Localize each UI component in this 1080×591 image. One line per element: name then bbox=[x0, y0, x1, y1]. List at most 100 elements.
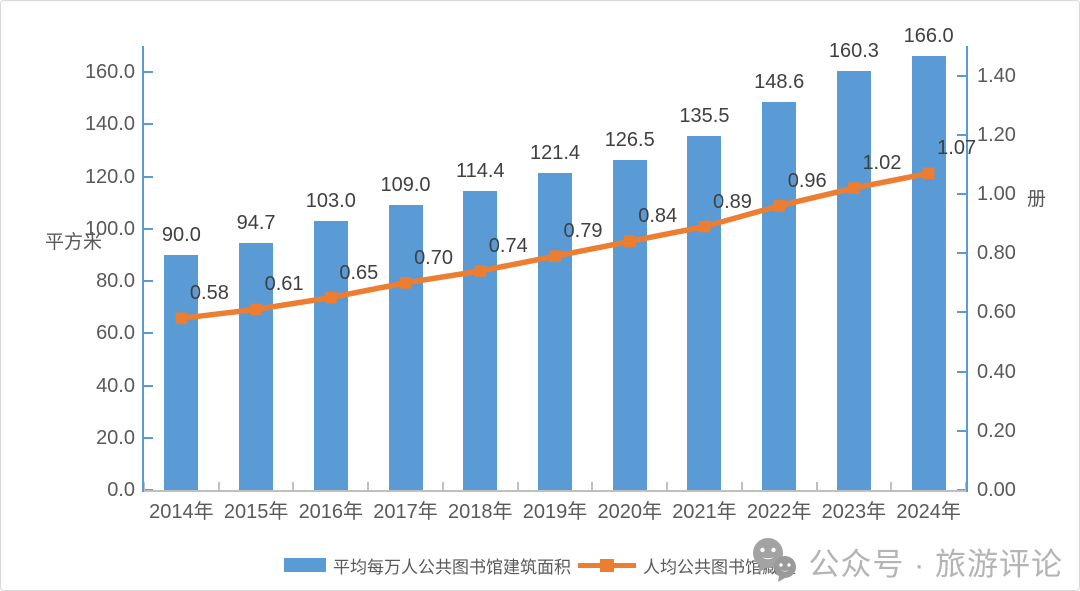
bar-2017年 bbox=[388, 205, 423, 490]
right-axis-tick bbox=[957, 252, 966, 255]
x-axis-label: 2017年 bbox=[373, 501, 438, 523]
left-axis-tick bbox=[144, 123, 153, 126]
line-marker-2015年 bbox=[250, 303, 262, 316]
bar-2020年 bbox=[612, 159, 647, 490]
bar-value-label: 135.5 bbox=[679, 105, 730, 128]
x-axis-label: 2023年 bbox=[821, 501, 887, 523]
x-axis-label: 2016年 bbox=[298, 501, 364, 523]
x-axis-label: 2019年 bbox=[522, 501, 588, 523]
line-value-label: 0.84 bbox=[638, 205, 678, 228]
line-marker-2017年 bbox=[399, 277, 412, 289]
x-axis-label: 2021年 bbox=[672, 501, 737, 523]
line-value-label: 1.02 bbox=[862, 152, 902, 175]
bar-2023年 bbox=[836, 71, 871, 490]
bar-value-label: 109.0 bbox=[380, 174, 431, 197]
line-value-label: 0.58 bbox=[189, 282, 229, 305]
x-axis-label: 2024年 bbox=[896, 501, 961, 523]
watermark-text: 公众号 · 旅游评论 bbox=[808, 546, 1063, 582]
x-axis-tick bbox=[367, 482, 370, 490]
bar-2016年 bbox=[313, 220, 348, 490]
x-axis-label: 2022年 bbox=[746, 501, 812, 523]
left-axis-tick-label: 120.0 bbox=[84, 165, 135, 188]
line-marker-2023年 bbox=[848, 182, 860, 194]
right-axis-line bbox=[966, 46, 968, 492]
right-axis-tick-label: 0.40 bbox=[977, 360, 1016, 383]
left-axis-tick-label: 160.0 bbox=[84, 61, 135, 84]
line-value-label: 0.74 bbox=[488, 234, 528, 257]
x-axis-tick bbox=[815, 482, 818, 490]
bar-2022年 bbox=[762, 101, 797, 490]
bar-value-label: 94.7 bbox=[236, 211, 276, 234]
line-marker-2019年 bbox=[549, 250, 561, 262]
bar-2024年 bbox=[911, 56, 946, 490]
x-axis-label: 2020年 bbox=[597, 501, 662, 523]
x-axis-tick bbox=[441, 482, 444, 490]
right-axis-tick-label: 0.20 bbox=[977, 419, 1016, 442]
right-axis-tick-label: 0.80 bbox=[977, 242, 1016, 265]
left-axis-tick bbox=[144, 436, 153, 439]
right-axis-tick-label: 0.00 bbox=[977, 479, 1016, 501]
left-axis-tick-label: 20.0 bbox=[96, 426, 135, 449]
x-axis-tick bbox=[591, 482, 594, 490]
right-axis-tick-label: 0.60 bbox=[977, 301, 1016, 324]
x-axis-tick bbox=[292, 482, 295, 490]
left-axis-tick bbox=[144, 71, 153, 74]
bar-2019年 bbox=[538, 172, 572, 490]
right-axis-unit-label: 册 bbox=[1027, 189, 1047, 210]
watermark: 公众号 · 旅游评论 bbox=[748, 535, 1063, 587]
x-axis-label: 2014年 bbox=[149, 501, 214, 523]
left-axis-line bbox=[142, 46, 144, 492]
line-marker-2021年 bbox=[698, 220, 711, 233]
bar-series-swatch bbox=[284, 558, 326, 572]
left-axis-tick-label: 40.0 bbox=[96, 374, 135, 397]
bar-value-label: 114.4 bbox=[455, 160, 505, 183]
bar-value-label: 121.4 bbox=[529, 141, 581, 164]
x-axis-tick bbox=[217, 482, 220, 490]
line-marker-2018年 bbox=[474, 265, 487, 277]
right-axis-tick bbox=[957, 429, 966, 432]
line-value-label: 0.70 bbox=[414, 246, 453, 269]
left-axis-tick bbox=[144, 384, 153, 387]
right-axis-tick-label: 1.20 bbox=[977, 123, 1016, 146]
left-axis-tick-label: 80.0 bbox=[96, 270, 135, 293]
bar-value-label: 103.0 bbox=[305, 189, 356, 212]
wechat-icon bbox=[748, 535, 800, 587]
line-value-label: 0.79 bbox=[563, 220, 603, 243]
line-marker-2022年 bbox=[773, 200, 785, 212]
line-value-label: 0.89 bbox=[712, 190, 752, 213]
left-axis-tick bbox=[144, 227, 153, 230]
x-axis-label: 2015年 bbox=[223, 501, 289, 523]
right-axis-tick bbox=[957, 74, 966, 77]
line-marker-2016年 bbox=[325, 291, 337, 304]
right-axis-tick-label: 1.40 bbox=[977, 64, 1016, 87]
x-axis-tick bbox=[516, 482, 519, 490]
line-marker-2024年 bbox=[922, 167, 935, 180]
bar-value-label: 148.6 bbox=[754, 70, 805, 93]
line-value-label: 0.65 bbox=[339, 261, 379, 284]
x-axis-tick bbox=[740, 482, 743, 490]
right-axis-tick bbox=[957, 193, 966, 195]
bar-2015年 bbox=[239, 242, 274, 490]
left-axis-tick-label: 60.0 bbox=[96, 322, 135, 345]
left-axis-tick-label: 100.0 bbox=[84, 217, 135, 240]
line-marker-2014年 bbox=[175, 312, 188, 325]
bar-2021年 bbox=[687, 136, 722, 490]
x-axis-line bbox=[144, 490, 968, 492]
line-value-label: 0.61 bbox=[264, 273, 304, 296]
x-axis-tick bbox=[666, 482, 669, 490]
left-axis-unit-label: 平方米 bbox=[45, 232, 103, 253]
bar-2018年 bbox=[463, 191, 498, 490]
right-axis-tick-label: 1.00 bbox=[977, 183, 1016, 205]
left-axis-tick-label: 140.0 bbox=[84, 113, 135, 136]
bar-value-label: 90.0 bbox=[161, 223, 201, 246]
right-axis-tick bbox=[957, 133, 966, 136]
left-axis-tick bbox=[144, 175, 153, 178]
line-value-label: 0.96 bbox=[787, 169, 827, 192]
line-value-label: 1.07 bbox=[937, 137, 977, 160]
line-marker-2020年 bbox=[623, 235, 636, 248]
bar-value-label: 160.3 bbox=[828, 40, 879, 63]
